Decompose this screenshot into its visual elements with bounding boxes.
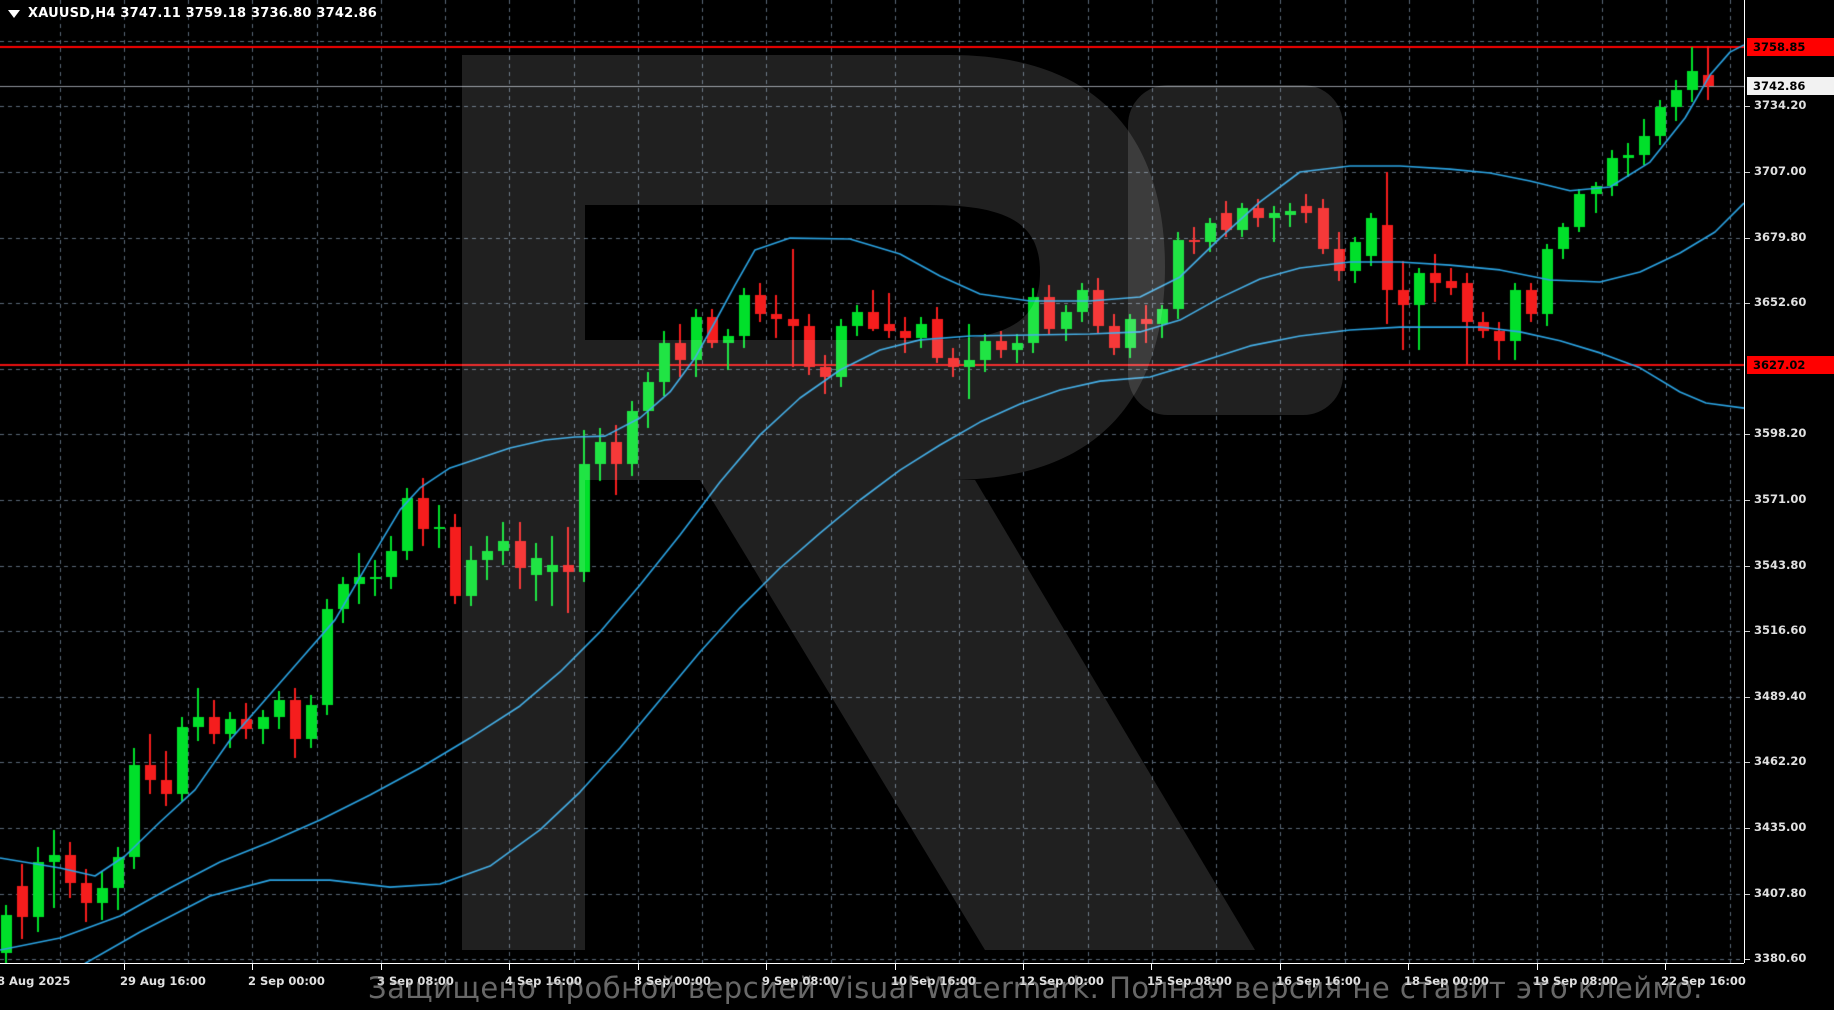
price-label: 3489.40 bbox=[1754, 689, 1807, 703]
time-label: 19 Sep 08:00 bbox=[1533, 974, 1618, 988]
price-axis[interactable]: 3758.85 3742.86 3734.20 3707.00 3679.80 3652.… bbox=[1744, 0, 1834, 965]
price-label: 3543.80 bbox=[1754, 558, 1807, 572]
time-axis-tick bbox=[895, 964, 896, 970]
time-axis-tick bbox=[1665, 964, 1666, 970]
price-label: 3462.20 bbox=[1754, 754, 1807, 768]
price-axis-tick bbox=[1745, 894, 1750, 895]
price-axis-tick bbox=[1745, 500, 1750, 501]
price-level-badge: 3758.85 bbox=[1747, 38, 1834, 56]
price-level-badge: 3627.02 bbox=[1747, 356, 1834, 374]
time-label: 3 Sep 08:00 bbox=[377, 974, 454, 988]
time-label: 28 Aug 2025 bbox=[0, 974, 71, 988]
price-label: 3598.20 bbox=[1754, 426, 1807, 440]
price-axis-tick bbox=[1745, 566, 1750, 567]
time-label: 22 Sep 16:00 bbox=[1661, 974, 1746, 988]
time-label: 15 Sep 08:00 bbox=[1147, 974, 1232, 988]
price-label: 3679.80 bbox=[1754, 230, 1807, 244]
time-label: 16 Sep 16:00 bbox=[1276, 974, 1361, 988]
symbol-ohlc-text: XAUUSD,H4 3747.11 3759.18 3736.80 3742.8… bbox=[28, 6, 377, 21]
price-axis-tick bbox=[1745, 106, 1750, 107]
time-axis-tick bbox=[1408, 964, 1409, 970]
price-label: 3571.00 bbox=[1754, 492, 1807, 506]
time-axis-tick bbox=[381, 964, 382, 970]
price-axis-tick bbox=[1745, 172, 1750, 173]
price-label: 3707.00 bbox=[1754, 164, 1807, 178]
price-axis-tick bbox=[1745, 959, 1750, 960]
chart-canvas[interactable] bbox=[0, 0, 1744, 963]
price-axis-tick bbox=[1745, 303, 1750, 304]
price-axis-tick bbox=[1745, 238, 1750, 239]
time-axis-tick bbox=[638, 964, 639, 970]
price-axis-tick bbox=[1745, 697, 1750, 698]
price-label: 3516.60 bbox=[1754, 623, 1807, 637]
time-label: 9 Sep 08:00 bbox=[762, 974, 839, 988]
price-label: 3652.60 bbox=[1754, 295, 1807, 309]
time-axis-tick bbox=[252, 964, 253, 970]
time-label: 29 Aug 16:00 bbox=[120, 974, 206, 988]
time-label: 10 Sep 16:00 bbox=[891, 974, 976, 988]
price-label: 3734.20 bbox=[1754, 98, 1807, 112]
symbol-dropdown-icon[interactable] bbox=[8, 9, 20, 18]
time-axis[interactable]: 28 Aug 2025 29 Aug 16:00 2 Sep 00:00 3 Sep … bbox=[0, 963, 1834, 1010]
time-axis-tick bbox=[1023, 964, 1024, 970]
time-label: 2 Sep 00:00 bbox=[248, 974, 325, 988]
price-label: 3435.00 bbox=[1754, 820, 1807, 834]
price-label: 3407.80 bbox=[1754, 886, 1807, 900]
price-axis-tick bbox=[1745, 434, 1750, 435]
time-axis-tick bbox=[766, 964, 767, 970]
time-axis-line bbox=[0, 963, 1744, 964]
time-axis-tick bbox=[1280, 964, 1281, 970]
price-axis-tick bbox=[1745, 762, 1750, 763]
time-axis-tick bbox=[1151, 964, 1152, 970]
time-axis-tick bbox=[1537, 964, 1538, 970]
time-label: 4 Sep 16:00 bbox=[505, 974, 582, 988]
price-axis-tick bbox=[1745, 828, 1750, 829]
current-price-badge: 3742.86 bbox=[1747, 77, 1834, 95]
time-label: 8 Sep 00:00 bbox=[634, 974, 711, 988]
time-label: 18 Sep 00:00 bbox=[1404, 974, 1489, 988]
time-label: 12 Sep 00:00 bbox=[1019, 974, 1104, 988]
price-label: 3380.60 bbox=[1754, 951, 1807, 965]
chart-header: XAUUSD,H4 3747.11 3759.18 3736.80 3742.8… bbox=[8, 6, 377, 21]
time-axis-tick bbox=[124, 964, 125, 970]
price-axis-tick bbox=[1745, 631, 1750, 632]
time-axis-tick bbox=[509, 964, 510, 970]
